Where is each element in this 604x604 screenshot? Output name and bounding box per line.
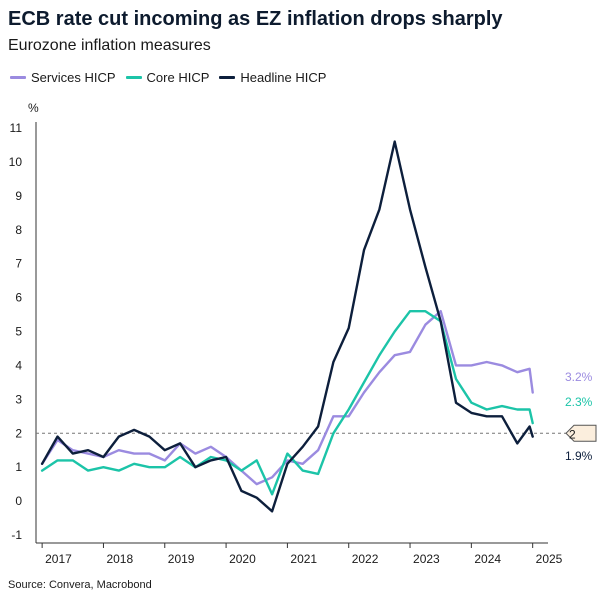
y-axis-unit-label: %	[28, 101, 39, 115]
source-note: Source: Convera, Macrobond	[8, 579, 152, 591]
y-tick-label: 9	[15, 189, 22, 203]
legend-label-headline: Headline HICP	[240, 70, 327, 85]
y-tick-label: 7	[15, 257, 22, 271]
chart-subtitle: Eurozone inflation measures	[8, 37, 211, 54]
x-tick-label: 2018	[106, 552, 133, 566]
y-tick-label: 11	[10, 121, 23, 135]
y-tick-label: 10	[9, 155, 23, 169]
y-tick-label: 2	[15, 426, 22, 440]
y-tick-label: 4	[15, 358, 22, 372]
y-tick-label: 6	[15, 291, 22, 305]
x-tick-label: 2023	[413, 552, 440, 566]
core-hicp-end-label: 2.3%	[565, 395, 593, 409]
x-tick-label: 2025	[536, 552, 563, 566]
headline-hicp-line	[40, 140, 534, 513]
x-tick-label: 2017	[45, 552, 72, 566]
legend-item-services: Services HICP	[10, 70, 116, 85]
reference-label: 2	[569, 427, 576, 441]
legend-swatch-headline	[219, 76, 236, 79]
y-tick-label: 3	[15, 392, 22, 406]
x-tick-label: 2020	[229, 552, 256, 566]
legend: Services HICP Core HICP Headline HICP	[10, 70, 326, 85]
y-tick-label: 1	[15, 460, 22, 474]
y-tick-label: 5	[15, 325, 22, 339]
legend-item-headline: Headline HICP	[219, 70, 326, 85]
y-tick-label: 0	[15, 494, 22, 508]
headline-hicp-end-label: 1.9%	[565, 449, 593, 463]
y-tick-label: -1	[11, 528, 22, 542]
legend-swatch-services	[10, 76, 26, 79]
x-tick-label: 2022	[352, 552, 379, 566]
reference-label-box	[565, 424, 597, 442]
x-tick-label: 2019	[168, 552, 195, 566]
legend-item-core: Core HICP	[125, 70, 210, 85]
y-tick-label: 8	[15, 223, 22, 237]
services-hicp-line	[40, 310, 534, 486]
x-tick-label: 2024	[474, 552, 501, 566]
core-hicp-line	[40, 310, 534, 496]
legend-swatch-core	[125, 76, 142, 79]
x-tick-label: 2021	[290, 552, 317, 566]
chart-title: ECB rate cut incoming as EZ inflation dr…	[8, 8, 503, 30]
legend-label-core: Core HICP	[146, 70, 210, 85]
services-hicp-end-label: 3.2%	[565, 370, 593, 384]
legend-label-services: Services HICP	[31, 70, 116, 85]
